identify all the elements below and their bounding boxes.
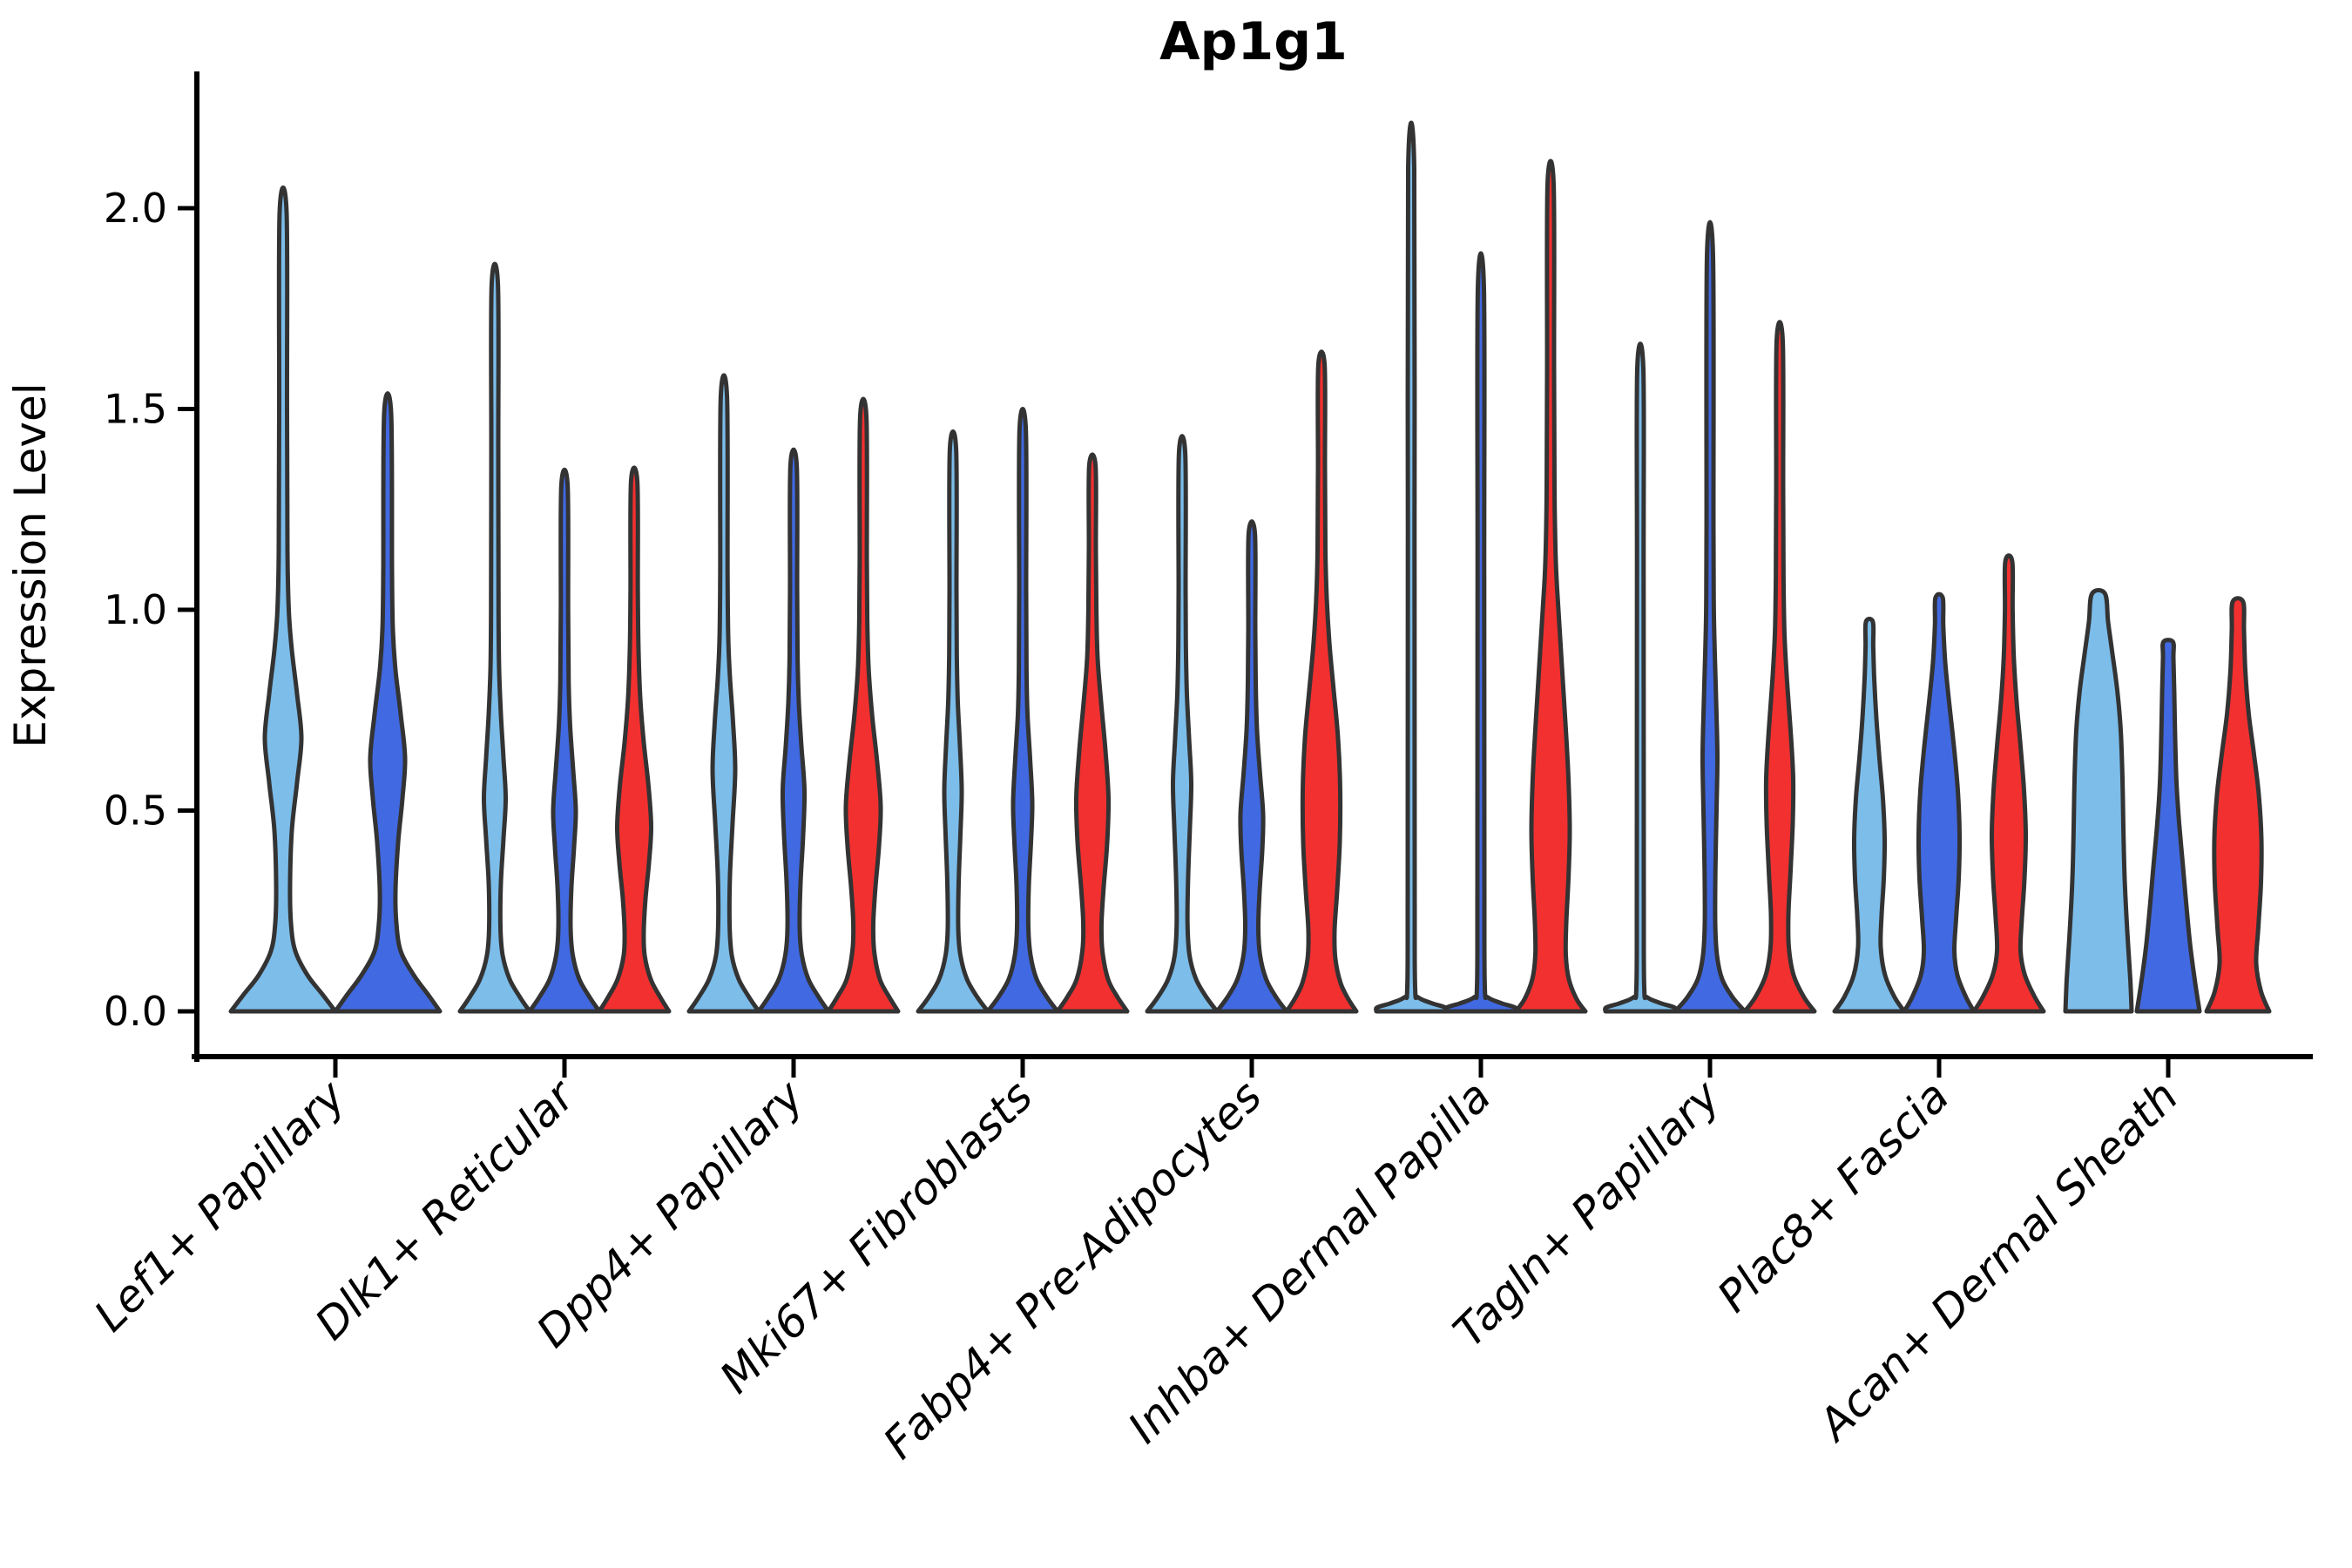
- violin-group1-royalblue: [333, 391, 443, 1014]
- y-axis-label: Expression Level: [5, 382, 56, 747]
- violin-group8-red: [1971, 553, 2046, 1014]
- y-tick-label: 1.0: [104, 586, 167, 633]
- violin-group9-royalblue: [2134, 638, 2202, 1014]
- violin-group6-skyblue: [1374, 120, 1449, 1014]
- chart-title: Ap1g1: [1159, 11, 1348, 72]
- x-tick-label-5: Fabp4+ Pre-Adipocytes: [874, 1071, 1272, 1469]
- x-tick-label-8: Plac8+ Fascia: [1708, 1071, 1959, 1321]
- violin-group8-skyblue: [1832, 616, 1907, 1014]
- violin-group8-royalblue: [1902, 591, 1977, 1014]
- violin-group4-royalblue: [985, 407, 1060, 1014]
- violin-group9-red: [2204, 596, 2272, 1014]
- violin-group4-skyblue: [916, 429, 990, 1014]
- y-tick-label: 0.0: [104, 988, 167, 1035]
- y-axis-ticks: 0.0 0.5 1.0 1.5 2.0: [104, 185, 197, 1035]
- y-tick-label: 2.0: [104, 185, 167, 232]
- violin-group5-red: [1284, 349, 1359, 1014]
- violin-group5-royalblue: [1214, 519, 1289, 1014]
- y-tick-label: 1.5: [104, 386, 167, 433]
- violin-group2-skyblue: [457, 261, 532, 1014]
- violin-group3-skyblue: [686, 373, 761, 1014]
- x-tick-label-9: Acan+ Dermal Sheath: [1808, 1071, 2188, 1451]
- violin-group6-royalblue: [1443, 251, 1518, 1014]
- violin-group4-red: [1055, 452, 1130, 1014]
- violin-group2-red: [597, 465, 672, 1014]
- violin-group7-red: [1742, 320, 1817, 1014]
- violin-group7-skyblue: [1603, 341, 1678, 1014]
- violin-group2-royalblue: [527, 467, 602, 1014]
- violins-layer: [228, 120, 2272, 1014]
- violin-group1-skyblue: [228, 186, 338, 1014]
- violin-group9-skyblue: [2063, 588, 2134, 1014]
- violin-group7-royalblue: [1673, 220, 1747, 1014]
- violin-group5-skyblue: [1145, 434, 1220, 1014]
- violin-group3-red: [826, 396, 901, 1014]
- x-tick-label-1: Lef1+ Papillary: [84, 1070, 355, 1341]
- violin-group3-royalblue: [756, 447, 831, 1014]
- y-tick-label: 0.5: [104, 787, 167, 835]
- violin-group6-red: [1513, 159, 1588, 1014]
- x-tick-label-6: Inhba+ Dermal Papilla: [1119, 1071, 1500, 1452]
